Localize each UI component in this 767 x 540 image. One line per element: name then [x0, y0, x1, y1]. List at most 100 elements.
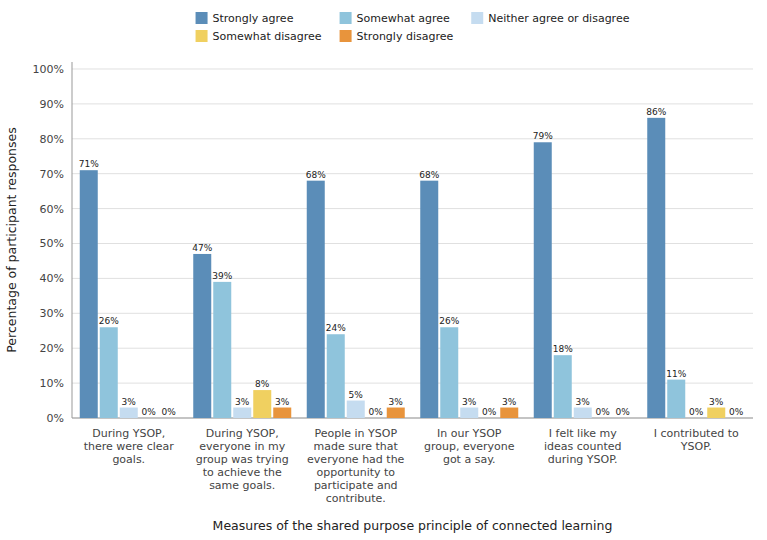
bar: [273, 408, 291, 418]
x-tick-label-line: there were clear: [84, 440, 175, 453]
bar: [534, 142, 552, 418]
x-tick-label-line: everyone had the: [307, 453, 405, 466]
legend-swatch: [340, 12, 352, 24]
legend-item: Strongly agree: [196, 12, 294, 25]
bar: [387, 408, 405, 418]
bar: [667, 380, 685, 418]
x-tick-label: During YSOP,everyone in mygroup was tryi…: [196, 427, 289, 492]
y-tick-label: 90%: [40, 98, 64, 111]
y-tick-label: 50%: [40, 237, 64, 250]
bar: [347, 401, 365, 418]
x-tick-label: In our YSOPgroup, everyonegot a say.: [424, 427, 515, 466]
x-tick-label: I felt like myideas countedduring YSOP.: [544, 427, 622, 466]
x-tick-label-line: group was trying: [196, 453, 289, 466]
legend-item: Somewhat disagree: [196, 30, 322, 43]
x-tick-label-line: goals.: [112, 453, 145, 466]
y-tick-label: 40%: [40, 272, 64, 285]
legend: Strongly agree Somewhat agree Neither agre…: [196, 12, 630, 43]
data-label: 5%: [349, 390, 364, 400]
data-label: 26%: [99, 316, 119, 326]
data-label: 71%: [79, 159, 99, 169]
y-tick-label: 0%: [47, 412, 64, 425]
data-label: 8%: [255, 379, 270, 389]
x-tick-label-line: same goals.: [209, 479, 275, 492]
x-tick-label: I contributed toYSOP.: [654, 427, 739, 453]
bar: [233, 408, 251, 418]
data-label: 3%: [122, 397, 137, 407]
x-tick-label-line: participate and: [314, 479, 398, 492]
data-label: 3%: [502, 397, 517, 407]
grid: [72, 69, 753, 418]
x-tick-label-line: everyone in my: [199, 440, 285, 453]
x-tick-label-line: contribute.: [326, 492, 386, 505]
y-axis-line: [72, 62, 73, 418]
data-label: 3%: [235, 397, 250, 407]
bar: [327, 334, 345, 418]
x-tick-label-line: I contributed to: [654, 427, 739, 440]
bar: [80, 170, 98, 418]
legend-swatch: [196, 12, 208, 24]
bar: [594, 418, 612, 419]
legend-label: Strongly agree: [213, 12, 294, 25]
data-label: 68%: [419, 170, 439, 180]
bar: [120, 408, 138, 418]
data-label: 24%: [326, 323, 346, 333]
data-label: 86%: [646, 107, 666, 117]
data-label: 39%: [212, 271, 232, 281]
bar: [500, 408, 518, 418]
y-tick-label: 100%: [33, 63, 64, 76]
bar: [213, 282, 231, 418]
data-label: 18%: [553, 344, 573, 354]
x-tick-label-line: In our YSOP: [437, 427, 502, 440]
bar: [574, 408, 592, 418]
y-axis-label: Percentage of participant responses: [4, 127, 19, 352]
x-tick-label-line: opportunity to: [316, 466, 395, 479]
bar: [480, 418, 498, 419]
data-label: 3%: [462, 397, 477, 407]
x-tick-label: During YSOP,there were cleargoals.: [84, 427, 175, 466]
data-label: 0%: [162, 407, 177, 417]
x-tick-label-line: YSOP.: [680, 440, 712, 453]
data-label: 0%: [689, 407, 704, 417]
data-label: 47%: [192, 243, 212, 253]
x-axis-label: Measures of the shared purpose principle…: [213, 518, 613, 533]
x-tick-label-line: group, everyone: [424, 440, 515, 453]
data-label: 0%: [596, 407, 611, 417]
bar: [614, 418, 632, 419]
data-label: 3%: [389, 397, 404, 407]
y-tick-label: 10%: [40, 377, 64, 390]
data-label: 3%: [275, 397, 290, 407]
legend-item: Somewhat agree: [340, 12, 450, 25]
legend-label: Somewhat agree: [357, 12, 450, 25]
legend-label: Somewhat disagree: [213, 30, 322, 43]
legend-swatch: [340, 30, 352, 42]
data-labels: 71%47%68%68%79%86%26%39%24%26%18%11%3%3%…: [79, 107, 744, 417]
x-tick-labels: During YSOP,there were cleargoals.During…: [84, 427, 739, 505]
bar: [367, 418, 385, 419]
bar: [420, 181, 438, 418]
bar: [100, 327, 118, 418]
x-tick-label-line: got a say.: [443, 453, 496, 466]
y-tick-label: 30%: [40, 307, 64, 320]
x-tick-label-line: during YSOP.: [548, 453, 618, 466]
legend-item: Strongly disagree: [340, 30, 454, 43]
data-label: 68%: [306, 170, 326, 180]
legend-label: Neither agree or disagree: [488, 12, 629, 25]
x-tick-label: People in YSOPmade sure thateveryone had…: [307, 427, 405, 505]
data-label: 26%: [439, 316, 459, 326]
bar: [440, 327, 458, 418]
legend-label: Strongly disagree: [357, 30, 454, 43]
bar: [307, 181, 325, 418]
bar: [160, 418, 178, 419]
legend-swatch: [471, 12, 483, 24]
y-tick-label: 20%: [40, 342, 64, 355]
x-tick-label-line: During YSOP,: [92, 427, 165, 440]
data-label: 0%: [482, 407, 497, 417]
data-label: 3%: [709, 397, 724, 407]
bar: [727, 418, 745, 419]
bar: [460, 408, 478, 418]
x-tick-label-line: During YSOP,: [206, 427, 279, 440]
legend-item: Neither agree or disagree: [471, 12, 629, 25]
data-label: 11%: [666, 369, 686, 379]
data-label: 0%: [616, 407, 631, 417]
